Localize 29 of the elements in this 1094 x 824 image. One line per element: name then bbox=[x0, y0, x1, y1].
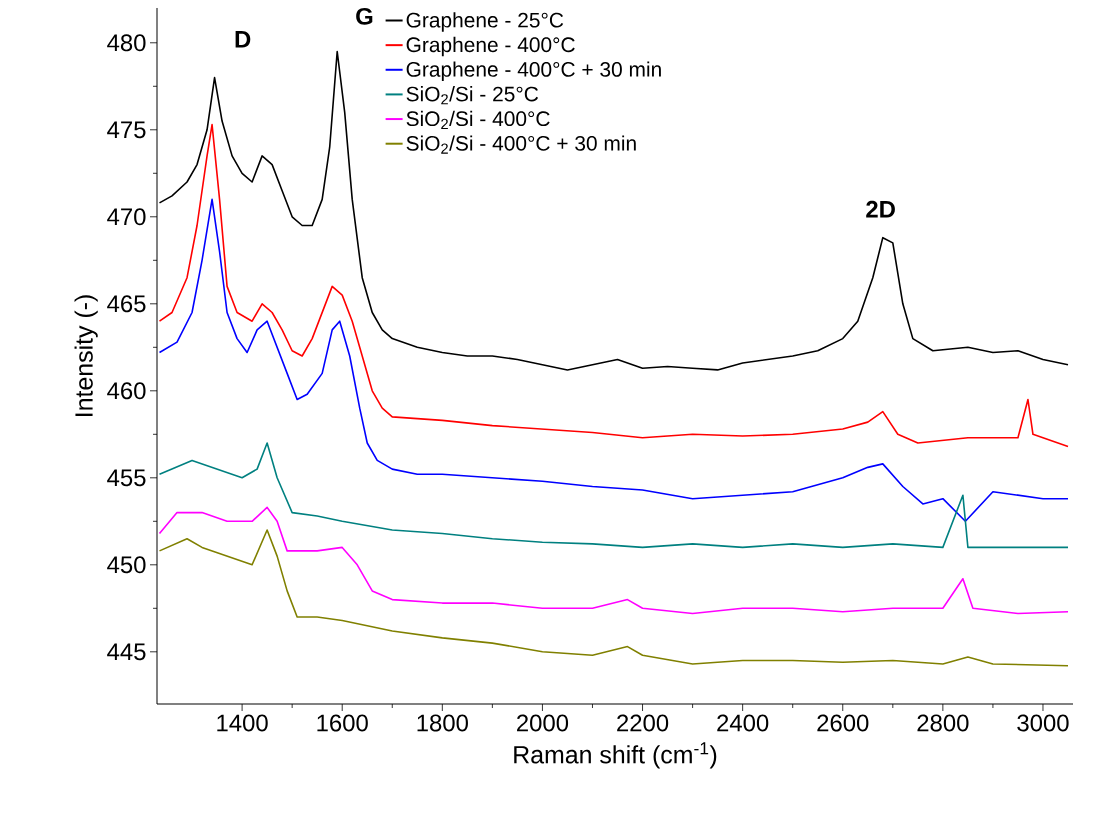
legend-label: Graphene - 400°C bbox=[406, 36, 575, 57]
legend-label: SiO$_{2}$/Si - 400°C + 30 min bbox=[406, 135, 636, 154]
y-tick-label: 465 bbox=[107, 295, 146, 313]
x-tick-label: 2800 bbox=[917, 714, 969, 732]
y-tick-label: 470 bbox=[107, 208, 146, 226]
x-tick-label: 2600 bbox=[817, 714, 869, 732]
annotation: G bbox=[356, 7, 373, 25]
annotation: D bbox=[235, 31, 251, 48]
x-tick-label: 1600 bbox=[317, 714, 368, 732]
x-tick-label: 3000 bbox=[1017, 714, 1069, 732]
y-tick-label: 480 bbox=[107, 34, 146, 52]
x-tick-label: 1800 bbox=[417, 714, 468, 732]
x-tick-label: 2400 bbox=[717, 714, 769, 732]
x-axis-title: Raman shift (cm$^{-1}$) bbox=[514, 742, 717, 769]
line-series bbox=[158, 506, 1069, 615]
y-tick-label: 455 bbox=[107, 469, 146, 487]
x-tick-label: 1400 bbox=[217, 714, 268, 732]
legend-label: SiO$_{2}$/Si - 400°C bbox=[406, 110, 550, 129]
legend-label: Graphene - 25°C bbox=[406, 12, 564, 32]
y-tick-label: 450 bbox=[107, 556, 146, 574]
y-tick-label: 445 bbox=[107, 643, 146, 661]
y-tick-label: 460 bbox=[107, 382, 146, 400]
y-tick-label: 475 bbox=[107, 121, 146, 139]
legend-label: Graphene - 400°C + 30 min bbox=[406, 61, 661, 81]
annotation: 2D bbox=[866, 200, 895, 218]
y-axis-title: Intensity (-) bbox=[74, 295, 98, 416]
x-tick-label: 2200 bbox=[617, 714, 669, 732]
x-tick-label: 2000 bbox=[517, 714, 569, 732]
legend-label: SiO$_{2}$/Si - 25°C bbox=[406, 86, 539, 105]
